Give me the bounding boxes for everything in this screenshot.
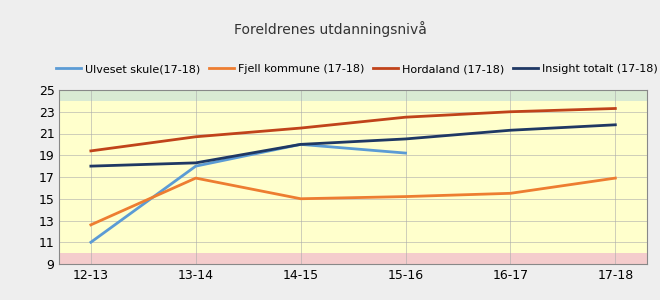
Bar (59, 90, 647, 101)
Legend: Ulveset skule(17-18), Fjell kommune (17-18), Hordaland (17-18), Insight totalt (: Ulveset skule(17-18), Fjell kommune (17-… (51, 60, 660, 78)
Bar (59, 253, 647, 264)
Bar (59, 101, 647, 253)
Text: Foreldrenes utdanningsnivå: Foreldrenes utdanningsnivå (234, 21, 426, 37)
